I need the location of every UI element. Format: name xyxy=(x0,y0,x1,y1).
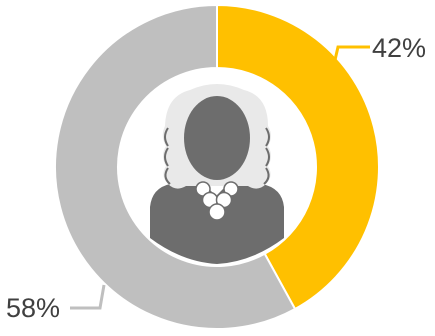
leader-line-58 xyxy=(70,284,106,310)
data-label-42: 42% xyxy=(372,33,426,63)
donut-slice-42 xyxy=(216,3,380,311)
donut-slice-58 xyxy=(54,3,297,330)
donut-slices xyxy=(54,3,380,330)
data-label-58: 58% xyxy=(6,293,60,323)
leader-line-42 xyxy=(330,45,370,74)
judge-with-wig-icon xyxy=(150,84,284,264)
